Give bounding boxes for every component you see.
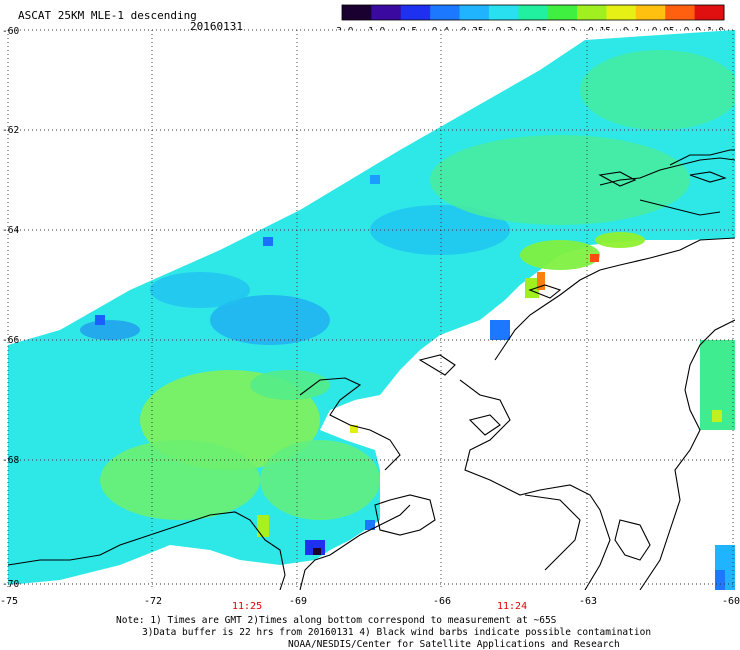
colorbar-swatch [606, 5, 637, 20]
colorbar-swatch [577, 5, 607, 20]
map-title: ASCAT 25KM MLE-1 descending [18, 9, 197, 22]
lon-label-60: -60 [722, 596, 740, 607]
colorbar-swatch [518, 5, 549, 20]
lon-label-72: -72 [144, 596, 162, 607]
colorbar-swatch [694, 5, 725, 20]
colorbar-swatch [665, 5, 696, 20]
lon-label-75: -75 [0, 596, 18, 607]
lat-label-64: -64 [2, 225, 19, 236]
lat-label-60: -60 [2, 26, 19, 37]
colorbar-frame [341, 4, 725, 21]
note-line-3: NOAA/NESDIS/Center for Satellite Applica… [288, 639, 620, 650]
colorbar-swatch [400, 5, 431, 20]
map-date: 20160131 [190, 20, 243, 33]
time-label-1: 11:25 [232, 601, 262, 612]
note-line-2: 3)Data buffer is 22 hrs from 20160131 4)… [142, 627, 652, 638]
colorbar-swatch [547, 5, 578, 20]
lon-label-69: -69 [289, 596, 307, 607]
colorbar-swatch [430, 5, 461, 20]
colorbar-swatch [488, 5, 519, 20]
graticule [7, 29, 735, 590]
colorbar-swatch [371, 5, 402, 20]
note-line-1: Note: 1) Times are GMT 2)Times along bot… [116, 615, 557, 626]
colorbar-swatch [459, 5, 490, 20]
lat-label-70: -70 [2, 579, 19, 590]
map-area [8, 30, 735, 590]
time-label-2: 11:24 [497, 601, 527, 612]
lon-label-63: -63 [579, 596, 597, 607]
lon-label-66: -66 [433, 596, 451, 607]
colorbar-swatch [342, 5, 372, 20]
lat-label-62: -62 [2, 125, 19, 136]
coastline [8, 149, 735, 590]
colorbar-swatch [635, 5, 666, 20]
lat-label-68: -68 [2, 455, 19, 466]
lat-label-66: -66 [2, 335, 19, 346]
